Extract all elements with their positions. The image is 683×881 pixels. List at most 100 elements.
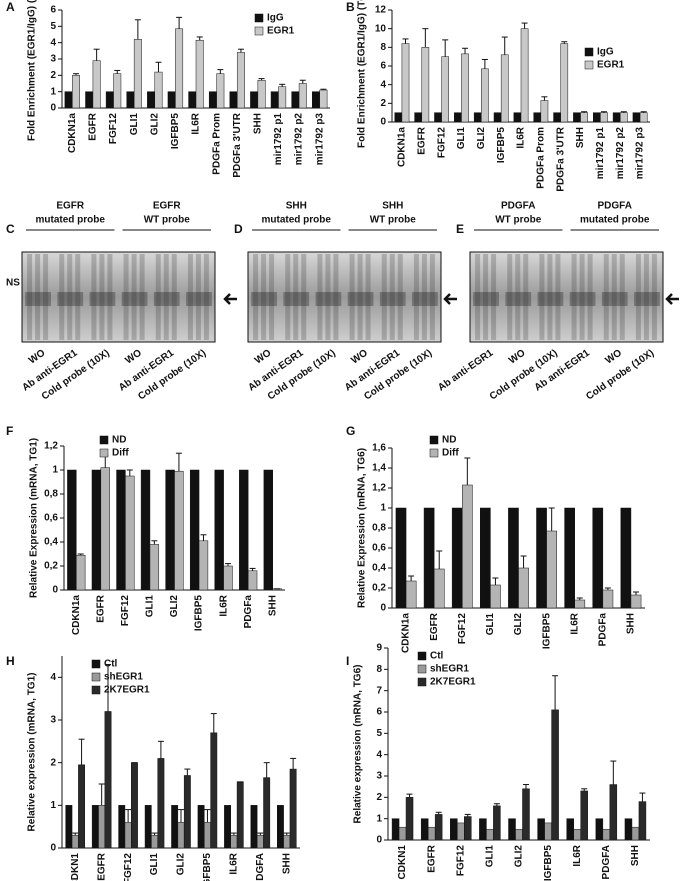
bar [277, 805, 284, 849]
bar [398, 826, 407, 841]
bar [72, 75, 80, 109]
group-probe: WT probe [370, 215, 417, 226]
x-tick-label: PDGFa [597, 613, 608, 647]
x-tick-label: FGF12 [108, 113, 119, 145]
panel-label: H [6, 654, 15, 668]
x-tick-label: mir1792 p1 [595, 127, 606, 180]
bar [165, 469, 175, 591]
y-tick-label: 5 [376, 728, 382, 739]
x-tick-label: IGFBP5 [543, 845, 554, 881]
bar [434, 112, 442, 123]
lane-label: Ab anti-EGR1 [436, 347, 495, 393]
error-bar [422, 28, 429, 48]
x-tick-label: mir1792 p2 [294, 113, 305, 166]
legend-label: Ctl [430, 651, 444, 662]
bar [540, 100, 549, 123]
x-tick-label: SHH [252, 113, 263, 134]
bar [592, 507, 604, 609]
error-bar [257, 832, 264, 836]
x-tick-label: FGF12 [436, 127, 447, 159]
gel-band [57, 292, 84, 306]
bar [462, 484, 473, 609]
error-bar [200, 534, 207, 541]
gel-image [469, 251, 664, 343]
bar [395, 507, 407, 609]
bar [592, 112, 601, 123]
x-tick-label: EGFR [416, 126, 427, 155]
bar [580, 790, 588, 841]
bar [461, 53, 469, 123]
gel-band [347, 292, 374, 306]
gel-streak [163, 254, 169, 340]
gel-streak [317, 254, 323, 340]
bar [98, 805, 106, 849]
error-bar [492, 577, 499, 585]
error-bar [481, 58, 488, 69]
bar [154, 71, 163, 109]
bar [508, 818, 516, 841]
bar [298, 83, 307, 109]
lane-label: WO [253, 347, 274, 366]
gel-image [21, 251, 216, 343]
arrow [443, 293, 457, 305]
lane-label: WO [349, 347, 370, 366]
panel-label: B [346, 0, 355, 14]
bar [522, 788, 530, 841]
error-bar [600, 111, 607, 113]
gel-band [315, 292, 342, 306]
gel-streak [253, 254, 259, 340]
gel-streak [651, 254, 657, 340]
panel-label: E [456, 222, 464, 236]
bar [91, 469, 102, 591]
y-tick-label: 6 [50, 5, 56, 16]
x-tick-label: GLI1 [485, 845, 496, 868]
gel-streak [381, 254, 387, 340]
y-tick-label: 1 [380, 503, 386, 514]
bar [600, 112, 608, 123]
y-tick-label: 8 [376, 664, 382, 675]
y-tick-label: 1,4 [372, 463, 386, 474]
error-bar [105, 664, 112, 712]
bar [481, 68, 489, 123]
bar [480, 507, 491, 609]
error-bar [258, 78, 265, 81]
bar [441, 56, 450, 123]
error-bar [442, 39, 449, 57]
gel-streak [555, 254, 561, 340]
bar [319, 89, 328, 109]
x-tick-label: GLI1 [456, 127, 467, 150]
y-tick-label: 4 [50, 672, 56, 683]
x-tick-label: PDGFA [255, 853, 266, 881]
legend-label: 2K7EGR1 [430, 677, 476, 688]
gel-streak [27, 254, 33, 340]
error-bar [225, 563, 232, 566]
bar [450, 818, 458, 841]
bar [536, 507, 547, 609]
error-bar [402, 38, 409, 44]
bar [423, 507, 435, 609]
gel-streak [483, 254, 489, 340]
gel-streak [475, 254, 481, 340]
bar [239, 469, 249, 591]
lane-label: Ab anti-EGR1 [533, 347, 592, 393]
bar [500, 54, 509, 123]
legend-label: EGR1 [267, 26, 295, 37]
bar [263, 469, 273, 591]
error-bar [581, 788, 588, 791]
bar [546, 530, 557, 609]
gel-band [25, 292, 51, 306]
bar [537, 818, 545, 841]
legend-swatch [417, 677, 427, 687]
x-tick-label: GLI2 [169, 595, 180, 618]
bar [414, 112, 423, 123]
x-tick-label: SHH [626, 613, 637, 634]
bar [223, 565, 233, 591]
bar [520, 28, 529, 123]
bar [620, 507, 632, 609]
gel-band [634, 292, 660, 306]
bar [133, 39, 142, 109]
error-bar [406, 793, 413, 798]
error-bar [77, 553, 84, 556]
bar [553, 112, 561, 123]
error-bar [98, 783, 105, 806]
